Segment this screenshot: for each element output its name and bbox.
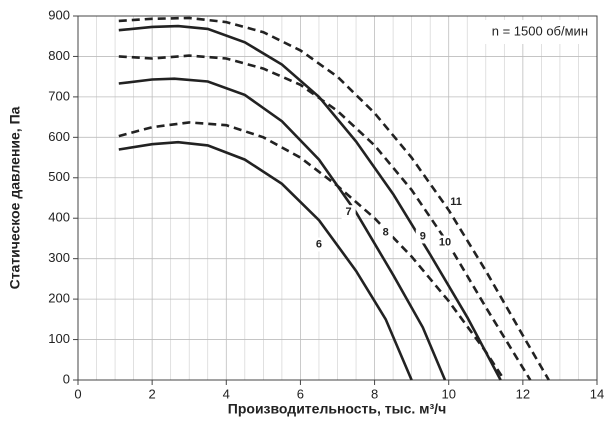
y-tick-label: 500 [48, 169, 70, 184]
y-axis-title: Статическое давление, Па [7, 106, 23, 289]
curve-label-bg [341, 205, 356, 220]
curve-label-bg [438, 235, 453, 250]
x-tick-label: 0 [74, 386, 81, 401]
x-tick-label: 12 [516, 386, 530, 401]
curve-label: 10 [439, 236, 451, 248]
curve-label: 7 [346, 206, 352, 218]
annotation: n = 1500 об/мин [492, 23, 588, 38]
curve-label-bg [378, 225, 393, 240]
x-tick-label: 14 [590, 386, 604, 401]
plot-frame [77, 15, 598, 381]
curve [118, 121, 506, 381]
y-tick-label: 200 [48, 291, 70, 306]
curve [118, 140, 413, 381]
curve-label: 8 [383, 226, 389, 238]
annotation-box [478, 20, 592, 44]
y-tick-label: 600 [48, 129, 70, 144]
curve-label: 9 [420, 230, 426, 242]
y-tick-label: 900 [48, 7, 70, 22]
curve [118, 24, 502, 381]
x-axis-title: Производительность, тыс. м³/ч [228, 401, 446, 417]
y-tick-label: 300 [48, 250, 70, 265]
x-tick-label: 4 [223, 386, 230, 401]
x-tick-label: 2 [149, 386, 156, 401]
curve [118, 54, 532, 381]
y-tick-label: 100 [48, 331, 70, 346]
y-tick-label: 800 [48, 48, 70, 63]
y-tick-label: 400 [48, 210, 70, 225]
curve-label: 11 [450, 196, 462, 208]
curve-label-bg [449, 195, 464, 210]
curve [118, 16, 550, 381]
curve [118, 77, 447, 381]
x-tick-label: 10 [441, 386, 455, 401]
curve-label-bg [415, 229, 430, 244]
x-tick-label: 8 [371, 386, 378, 401]
y-tick-label: 0 [63, 371, 70, 386]
curve-label: 6 [316, 238, 322, 250]
x-tick-label: 6 [297, 386, 304, 401]
y-tick-label: 700 [48, 88, 70, 103]
curve-label-bg [311, 237, 326, 252]
